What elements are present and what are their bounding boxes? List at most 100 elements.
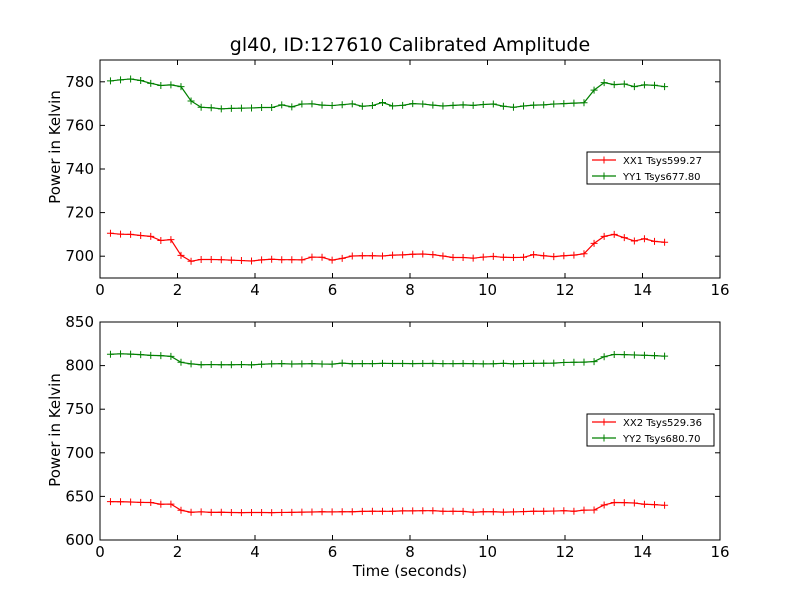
bottom-data-point xyxy=(187,360,195,368)
bottom-x-tick-label: 4 xyxy=(250,543,260,561)
top-data-point xyxy=(540,101,548,109)
bottom-data-point xyxy=(550,359,558,367)
bottom-x-tick-label: 6 xyxy=(328,543,338,561)
top-data-point xyxy=(227,104,235,112)
bottom-data-point xyxy=(258,360,266,368)
bottom-data-point xyxy=(590,506,598,514)
bottom-data-point xyxy=(459,360,467,368)
chart-title: gl40, ID:127610 Calibrated Amplitude xyxy=(229,34,591,56)
top-data-point xyxy=(530,101,538,109)
bottom-legend-marker xyxy=(600,434,608,442)
bottom-data-point xyxy=(147,351,155,359)
bottom-data-point xyxy=(560,358,568,366)
bottom-data-point xyxy=(298,360,306,368)
top-data-point xyxy=(288,256,296,264)
bottom-data-point xyxy=(600,353,608,361)
bottom-data-point xyxy=(106,350,114,358)
top-data-point xyxy=(127,230,135,238)
bottom-data-point xyxy=(187,508,195,516)
top-data-point xyxy=(167,236,175,244)
top-data-point xyxy=(459,101,467,109)
bottom-data-point xyxy=(137,498,145,506)
top-data-point xyxy=(439,102,447,110)
top-data-point xyxy=(378,252,386,260)
top-data-point xyxy=(298,256,306,264)
bottom-data-point xyxy=(197,361,205,369)
bottom-x-tick-label: 16 xyxy=(710,543,729,561)
bottom-data-point xyxy=(419,360,427,368)
top-data-point xyxy=(499,102,507,110)
top-x-tick-label: 6 xyxy=(328,281,338,299)
bottom-data-point xyxy=(651,501,659,509)
bottom-data-point xyxy=(237,509,245,517)
top-data-point xyxy=(187,257,195,265)
bottom-data-point xyxy=(389,360,397,368)
bottom-data-point xyxy=(661,352,669,360)
top-data-point xyxy=(399,251,407,259)
bottom-data-point xyxy=(117,350,125,358)
bottom-data-point xyxy=(620,499,628,507)
top-y-tick-label: 780 xyxy=(65,73,94,91)
bottom-data-point xyxy=(147,499,155,507)
top-data-point xyxy=(268,255,276,263)
bottom-series-line xyxy=(110,501,665,514)
top-data-point xyxy=(177,83,185,91)
bottom-data-point xyxy=(661,501,669,509)
top-data-point xyxy=(368,252,376,260)
top-x-tick-label: 8 xyxy=(405,281,415,299)
bottom-data-point xyxy=(399,507,407,515)
bottom-data-point xyxy=(167,352,175,360)
bottom-data-point xyxy=(499,359,507,367)
bottom-data-point xyxy=(580,506,588,514)
bottom-data-point xyxy=(469,360,477,368)
top-legend: XX1 Tsys599.27 YY1 Tsys677.80 xyxy=(586,151,721,185)
bottom-data-point xyxy=(217,361,225,369)
top-data-point xyxy=(288,103,296,111)
bottom-data-point xyxy=(288,508,296,516)
bottom-data-point xyxy=(298,508,306,516)
top-data-point xyxy=(600,79,608,87)
top-data-point xyxy=(399,101,407,109)
top-data-point xyxy=(651,237,659,245)
top-series-2 xyxy=(106,75,669,113)
top-legend-marker xyxy=(600,156,608,164)
bottom-series-2 xyxy=(106,350,669,369)
bottom-data-point xyxy=(499,508,507,516)
bottom-data-point xyxy=(217,508,225,516)
top-legend-label: XX1 Tsys599.27 xyxy=(623,156,702,167)
bottom-data-point xyxy=(449,360,457,368)
top-data-point xyxy=(147,79,155,87)
top-data-point xyxy=(509,254,517,262)
top-data-point xyxy=(268,104,276,112)
bottom-legend-label: YY2 Tsys680.70 xyxy=(622,434,701,445)
top-data-point xyxy=(530,251,538,259)
top-data-point xyxy=(248,257,256,265)
bottom-data-point xyxy=(237,361,245,369)
top-legend-marker xyxy=(600,172,608,180)
bottom-data-point xyxy=(378,359,386,367)
bottom-data-point xyxy=(540,359,548,367)
bottom-x-tick-label: 8 xyxy=(405,543,415,561)
bottom-data-point xyxy=(207,361,215,369)
bottom-data-point xyxy=(509,360,517,368)
bottom-data-point xyxy=(258,509,266,517)
top-data-point xyxy=(187,97,195,105)
bottom-data-point xyxy=(227,361,235,369)
bottom-x-tick-label: 2 xyxy=(173,543,183,561)
bottom-y-tick-label: 700 xyxy=(65,444,94,462)
bottom-y-tick-label: 650 xyxy=(65,487,94,505)
bottom-data-point xyxy=(318,360,326,368)
top-data-point xyxy=(328,256,336,264)
top-y-tick-label: 720 xyxy=(65,204,94,222)
top-data-point xyxy=(157,82,165,90)
top-data-point xyxy=(308,253,316,261)
bottom-data-point xyxy=(358,360,366,368)
top-data-point xyxy=(479,100,487,108)
bottom-data-point xyxy=(288,360,296,368)
bottom-data-point xyxy=(248,361,256,369)
bottom-data-point xyxy=(308,360,316,368)
top-legend-box xyxy=(586,151,721,185)
top-data-point xyxy=(640,235,648,243)
top-data-point xyxy=(328,102,336,110)
